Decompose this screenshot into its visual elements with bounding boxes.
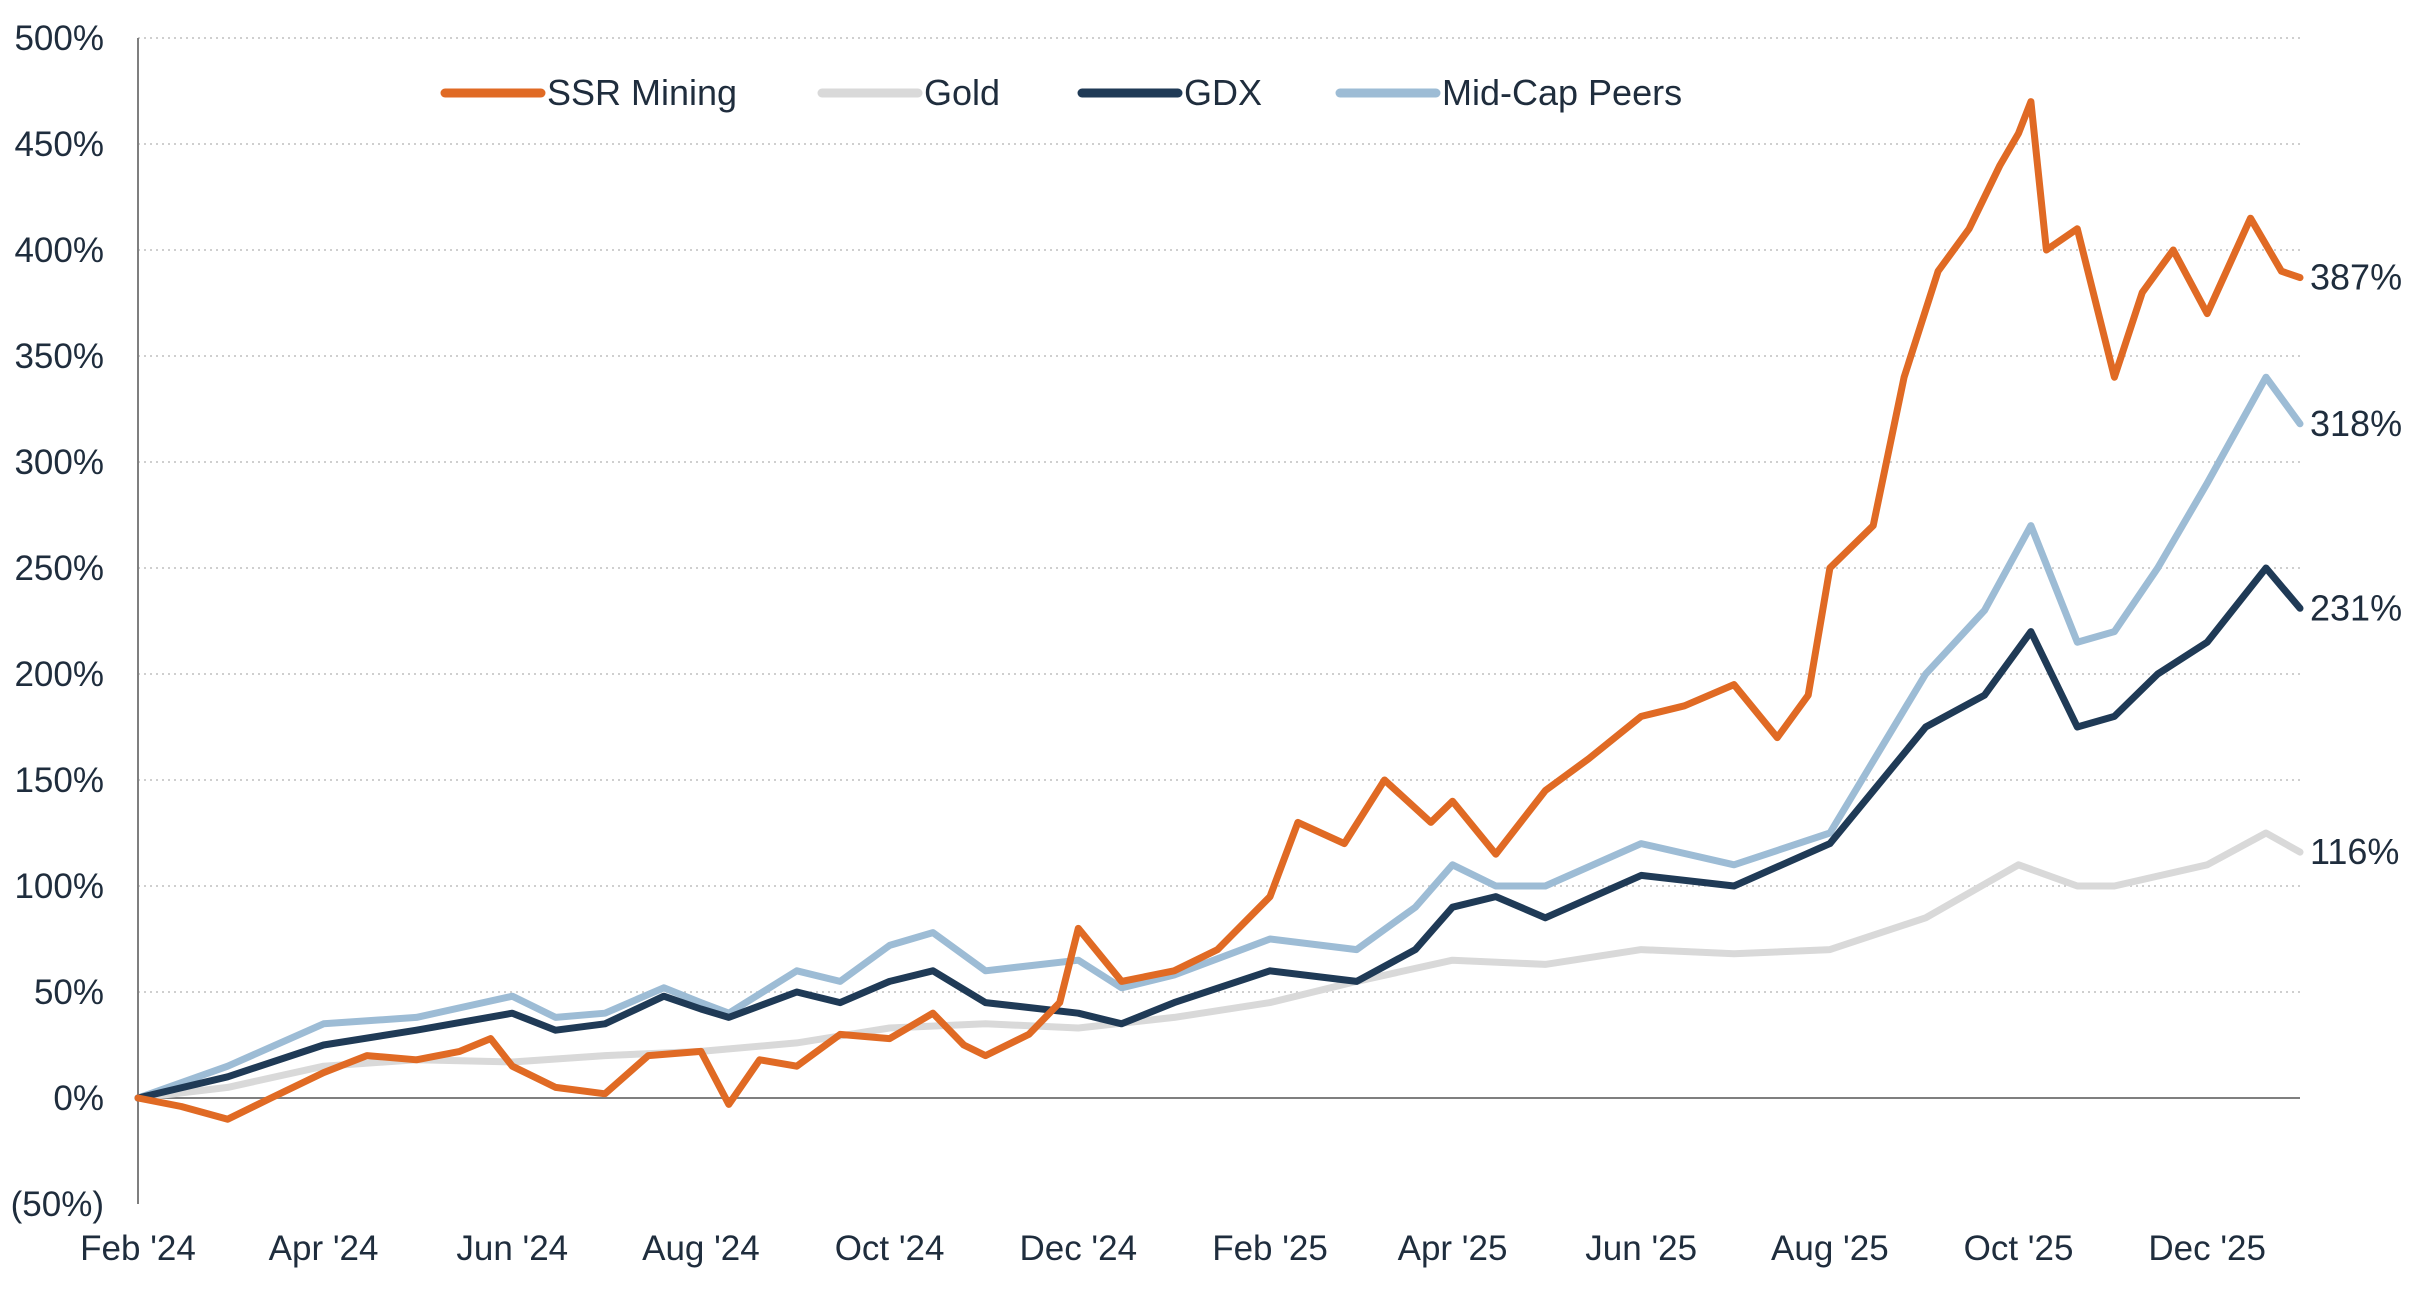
x-tick-label: Apr '24 [269, 1229, 379, 1268]
y-tick-label: (50%) [11, 1185, 104, 1224]
end-label: 318% [2310, 403, 2402, 444]
x-tick-label: Feb '24 [80, 1229, 196, 1268]
y-tick-label: 150% [14, 761, 104, 800]
y-tick-label: 350% [14, 337, 104, 376]
x-tick-label: Aug '24 [642, 1229, 760, 1268]
y-axis-ticks: 500% 450% 400% 350% 300% 250% 200% 150% 100% 50% 0… [11, 19, 104, 1224]
legend-label: Gold [924, 72, 1000, 113]
y-tick-label: 100% [14, 867, 104, 906]
series-line-gold [134, 829, 2304, 1102]
x-tick-label: Jun '24 [456, 1229, 568, 1268]
end-label: 387% [2310, 257, 2402, 298]
gridlines [138, 37, 2300, 993]
legend: SSR Mining Gold GDX Mid-Cap Peers [440, 72, 1682, 113]
end-labels: 387% 116% 231% 318% [2310, 257, 2402, 873]
x-tick-label: Aug '25 [1771, 1229, 1889, 1268]
y-tick-label: 300% [14, 443, 104, 482]
y-tick-label: 500% [14, 19, 104, 58]
x-tick-label: Apr '25 [1398, 1229, 1508, 1268]
x-tick-label: Oct '24 [835, 1229, 945, 1268]
y-tick-label: 250% [14, 549, 104, 588]
legend-label: SSR Mining [547, 72, 737, 113]
legend-label: GDX [1184, 72, 1262, 113]
x-axis-ticks: Feb '24 Apr '24 Jun '24 Aug '24 Oct '24 Dec '… [80, 1229, 2266, 1268]
x-tick-label: Feb '25 [1212, 1229, 1328, 1268]
series-lines [134, 98, 2304, 1123]
x-tick-label: Jun '25 [1585, 1229, 1697, 1268]
end-label: 116% [2310, 831, 2399, 872]
x-tick-label: Dec '25 [2148, 1229, 2266, 1268]
y-tick-label: 200% [14, 655, 104, 694]
y-tick-label: 0% [53, 1079, 104, 1118]
series-line-gdx [134, 564, 2304, 1102]
y-tick-label: 450% [14, 125, 104, 164]
legend-label: Mid-Cap Peers [1442, 72, 1682, 113]
x-tick-label: Oct '25 [1964, 1229, 2074, 1268]
series-line-ssr-mining [134, 98, 2304, 1123]
y-tick-label: 400% [14, 231, 104, 270]
y-tick-label: 50% [34, 973, 104, 1012]
axes [137, 38, 2300, 1204]
x-tick-label: Dec '24 [1019, 1229, 1137, 1268]
series-line-mid-cap-peers [134, 373, 2304, 1102]
end-label: 231% [2310, 587, 2402, 628]
